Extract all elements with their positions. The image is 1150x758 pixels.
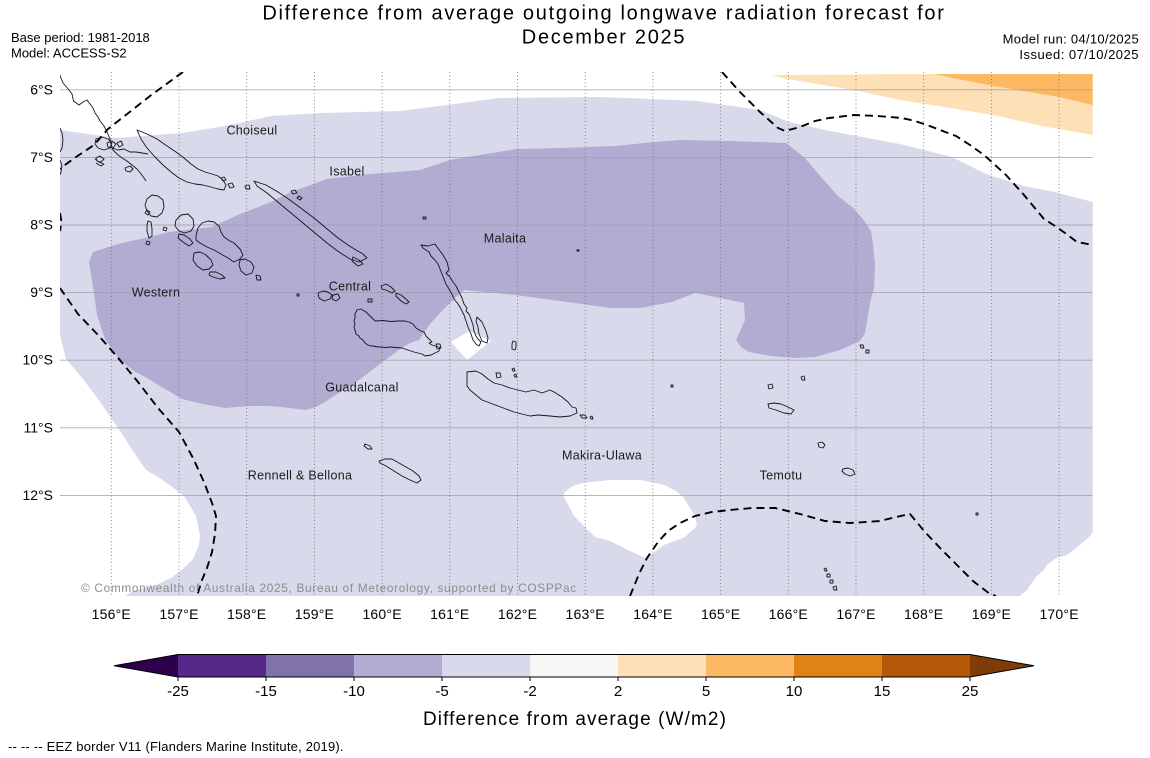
svg-text:15: 15 [874, 683, 891, 700]
svg-text:-- -- -- EEZ border V11 (Fla: -- -- -- EEZ border V11 (Flanders Marine… [8, 739, 344, 754]
svg-text:Western: Western [132, 286, 180, 300]
svg-text:12°S: 12°S [22, 487, 53, 503]
svg-text:-2: -2 [523, 683, 536, 700]
svg-text:Central: Central [329, 280, 371, 294]
svg-text:-25: -25 [167, 683, 189, 700]
svg-text:163°E: 163°E [566, 606, 605, 622]
svg-text:10: 10 [786, 683, 803, 700]
svg-text:7°S: 7°S [30, 149, 53, 165]
svg-text:Makira-Ulawa: Makira-Ulawa [562, 449, 642, 463]
svg-text:Guadalcanal: Guadalcanal [325, 381, 399, 395]
svg-text:Malaita: Malaita [484, 232, 526, 246]
svg-text:164°E: 164°E [633, 606, 672, 622]
svg-text:8°S: 8°S [30, 217, 53, 233]
svg-text:Base period: 1981-2018: Base period: 1981-2018 [11, 30, 150, 45]
svg-text:161°E: 161°E [430, 606, 469, 622]
svg-text:2: 2 [614, 683, 622, 700]
svg-text:Issued: 07/10/2025: Issued: 07/10/2025 [1019, 47, 1139, 62]
svg-text:5: 5 [702, 683, 710, 700]
svg-text:167°E: 167°E [836, 606, 875, 622]
svg-text:Model run: 04/10/2025: Model run: 04/10/2025 [1003, 32, 1139, 47]
svg-text:December 2025: December 2025 [522, 27, 686, 49]
svg-text:170°E: 170°E [1039, 606, 1078, 622]
svg-text:-15: -15 [255, 683, 277, 700]
svg-text:© Commonwealth of Australia 20: © Commonwealth of Australia 2025, Bureau… [81, 581, 577, 595]
svg-text:162°E: 162°E [498, 606, 537, 622]
svg-text:11°S: 11°S [24, 419, 53, 435]
svg-text:156°E: 156°E [92, 606, 131, 622]
svg-text:-10: -10 [343, 683, 365, 700]
svg-text:Isabel: Isabel [329, 165, 364, 179]
svg-text:-5: -5 [435, 683, 448, 700]
svg-text:9°S: 9°S [30, 284, 53, 300]
svg-text:158°E: 158°E [227, 606, 266, 622]
svg-text:157°E: 157°E [159, 606, 198, 622]
svg-text:159°E: 159°E [295, 606, 334, 622]
svg-text:168°E: 168°E [904, 606, 943, 622]
svg-text:Temotu: Temotu [760, 469, 803, 483]
svg-text:Difference from average outgoi: Difference from average outgoing longwav… [262, 3, 945, 25]
svg-text:10°S: 10°S [22, 352, 53, 368]
svg-text:166°E: 166°E [769, 606, 808, 622]
svg-text:165°E: 165°E [701, 606, 740, 622]
svg-text:6°S: 6°S [30, 81, 53, 97]
svg-text:Rennell & Bellona: Rennell & Bellona [248, 469, 352, 483]
svg-text:160°E: 160°E [362, 606, 401, 622]
svg-text:Difference from average (W/m2): Difference from average (W/m2) [423, 709, 727, 730]
svg-text:25: 25 [962, 683, 979, 700]
svg-text:Model: ACCESS-S2: Model: ACCESS-S2 [11, 46, 127, 61]
svg-text:Choiseul: Choiseul [226, 124, 277, 138]
svg-text:169°E: 169°E [972, 606, 1011, 622]
